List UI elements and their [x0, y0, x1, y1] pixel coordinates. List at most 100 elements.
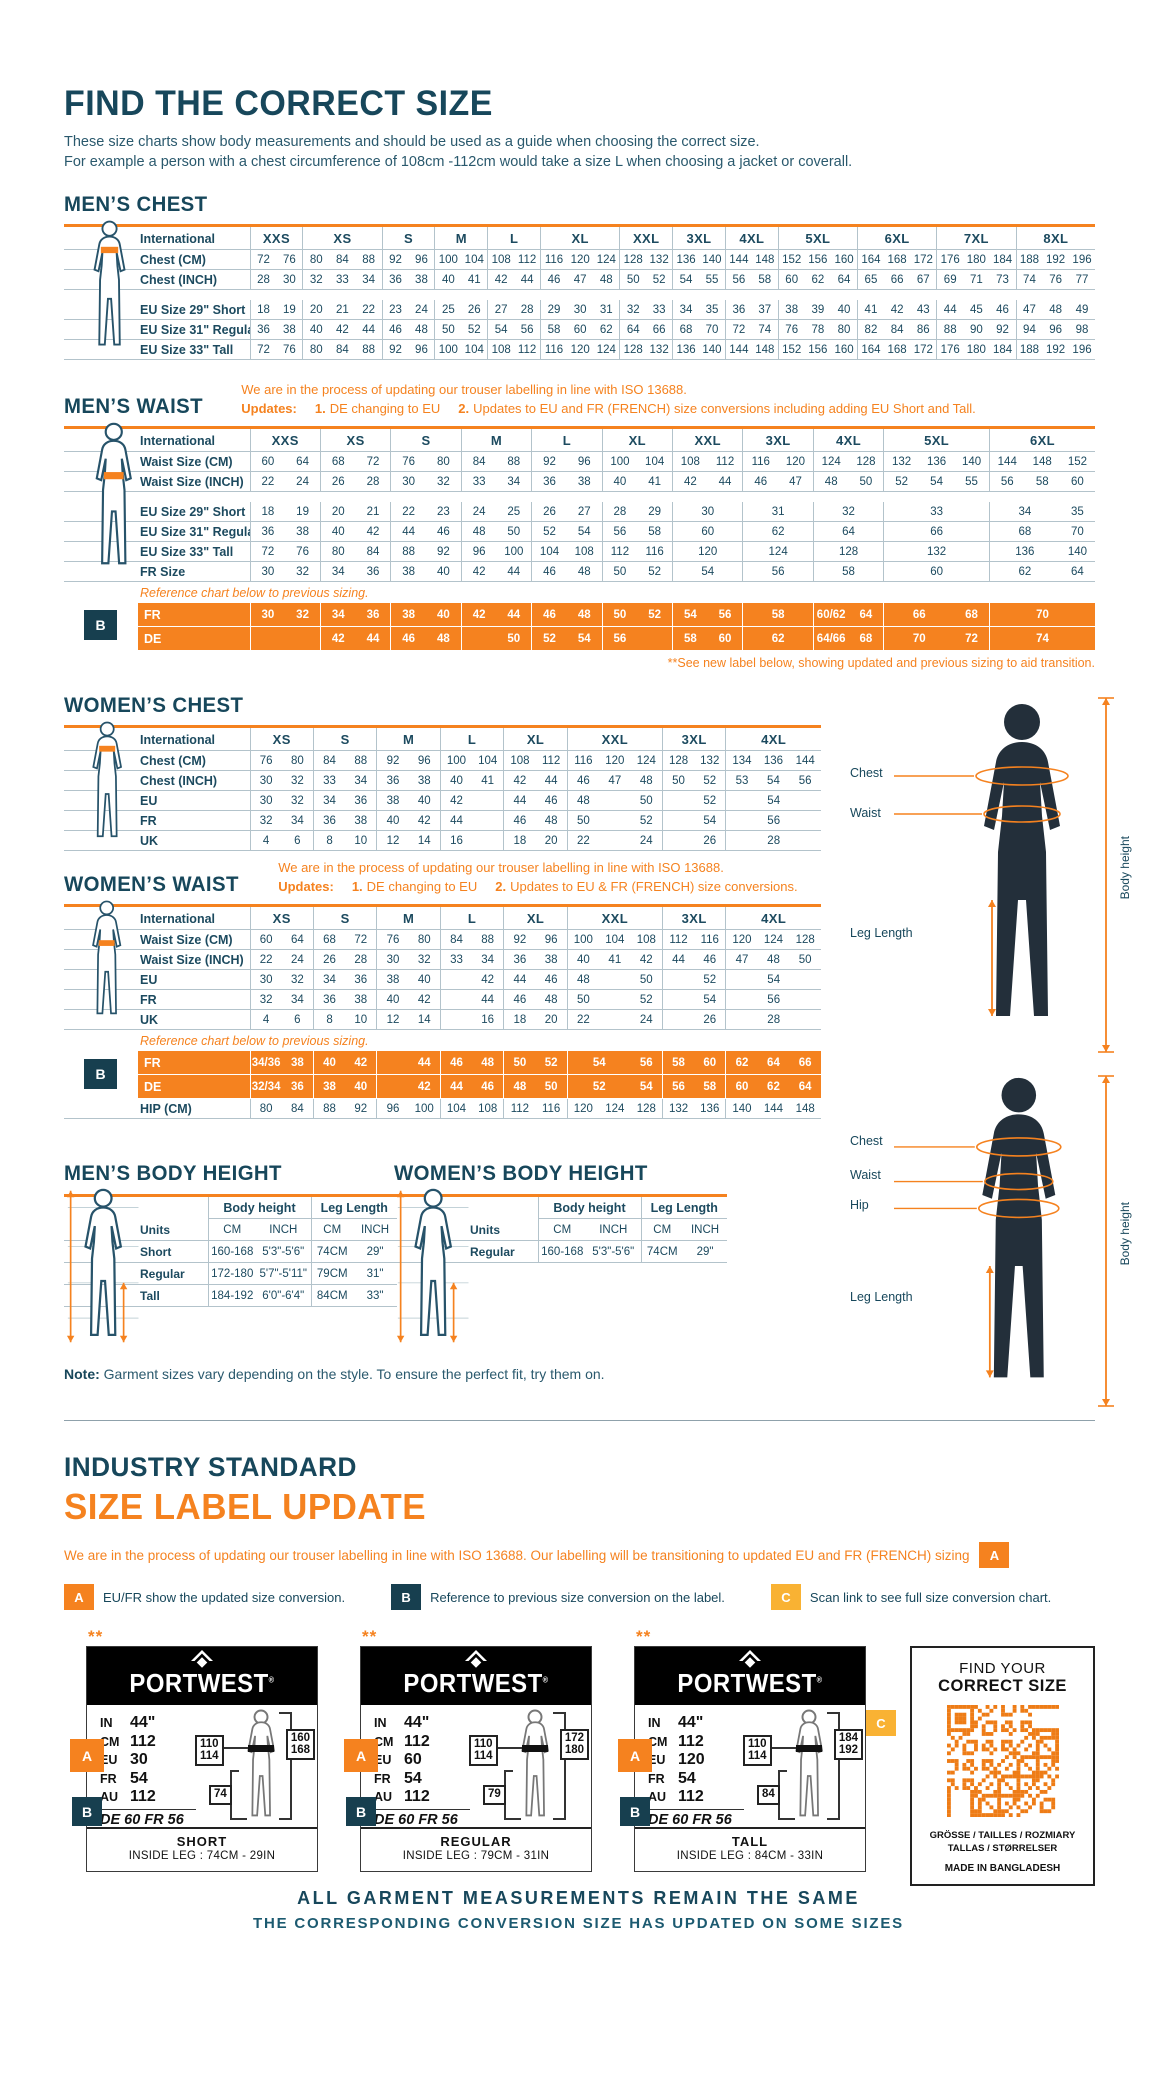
value-cell: 40: [408, 969, 441, 990]
row-label-cell: Tall: [64, 1284, 208, 1307]
body-height-block-women: WOMEN’S BODY HEIGHT Body height Leg Length…: [394, 1162, 814, 1343]
value-cell: 176: [936, 249, 964, 270]
row-label-cell: EU Size 33" Tall: [64, 339, 251, 360]
value-cell: 38: [390, 602, 427, 627]
size-key: FR: [648, 1771, 665, 1786]
size-group-header: XXS: [249, 225, 303, 250]
value-cell: 54: [566, 521, 603, 542]
garment-label-card-3: PORTWEST® IN 44" CM 112 EU 120 FR 54 AU 112 DE 60 F…: [618, 1646, 866, 1872]
value-cell: 84: [329, 249, 356, 270]
label-brand-header: PORTWEST®: [87, 1647, 317, 1705]
size-key: IN: [648, 1716, 661, 1730]
value-cell: 90: [963, 319, 990, 340]
value-cell: 96: [1042, 319, 1069, 340]
value-cell: 33: [646, 299, 673, 320]
value-cell: 26: [531, 501, 567, 522]
row-label-cell: EU Size 33" Tall: [64, 541, 251, 562]
waist-measure-box: 110 114: [743, 1735, 772, 1766]
value-cell: 36: [355, 602, 391, 627]
value-cell: 46: [439, 1051, 473, 1075]
value-cell: 68: [988, 521, 1060, 542]
value-cell: 35: [1059, 501, 1096, 522]
label-body: IN 44" CM 112 EU 30 FR 54 AU 112 DE 60 FR 56 110 11…: [87, 1705, 317, 1828]
value-cell: 62: [804, 269, 832, 290]
value-cell: 32: [619, 299, 647, 320]
size-key: EU: [100, 1753, 118, 1767]
value-cell: 34: [312, 969, 346, 990]
size-key: FR: [100, 1771, 117, 1786]
table-row: Chest (CM) 72 76 80 84 88 92 96 100 104 108 112 116 1…: [64, 249, 1096, 270]
units-label-cell: Units: [64, 1218, 208, 1241]
table-row: FR 32 34 36 38 40 42 44 46 48 50 52 54 56: [64, 810, 822, 831]
reference-note: Reference chart below to previous sizing…: [140, 1034, 369, 1048]
value-cell: 48: [593, 269, 620, 290]
value-cell: 64: [789, 1074, 822, 1099]
size-table-womens-waist: International XS S M L XL XXL 3XL 4XL Waist Size …: [64, 904, 822, 1119]
size-key: FR: [374, 1771, 391, 1786]
note-segment: Updates to EU and FR (FRENCH) size conve…: [473, 401, 976, 416]
label-figure: 110 114 160 168 74: [195, 1707, 315, 1825]
value-cell: 52: [694, 969, 726, 990]
value-cell: 23: [426, 501, 462, 522]
value-cell: 20: [535, 1009, 568, 1030]
size-group-header: 6XL: [988, 427, 1096, 452]
row-label-cell: Waist Size (INCH): [64, 949, 251, 970]
value-cell: 96: [408, 249, 435, 270]
column-group-header: Body height: [207, 1195, 311, 1219]
value-cell: 112: [514, 339, 541, 360]
body-height-label: Body height: [1118, 1202, 1132, 1266]
value-cell: 10: [345, 1009, 377, 1030]
diagram-label: Chest: [850, 1134, 883, 1148]
qr-code-icon: [920, 1705, 1085, 1822]
qr-code-icon: [946, 1705, 1059, 1817]
value-cell: 128: [812, 541, 884, 562]
note-segment: 1.: [314, 401, 326, 416]
value-cell: 72: [355, 451, 391, 472]
value-cell: 108: [487, 339, 515, 360]
value-cell: 50: [496, 521, 532, 542]
qr-title-line1: FIND YOUR: [959, 1660, 1046, 1677]
value-cell: [637, 626, 673, 651]
legend-text: Scan link to see full size conversion ch…: [809, 1589, 1052, 1605]
value-cell: 41: [461, 269, 488, 290]
value-cell: 156: [804, 249, 832, 270]
value-cell: 64: [757, 1051, 790, 1075]
value-cell: 16: [472, 1009, 504, 1030]
value-cell: 80: [408, 929, 441, 950]
value-cell: [661, 790, 695, 811]
rule: [374, 1808, 470, 1810]
value-cell: 46: [989, 299, 1016, 320]
table-row: EU Size 29" Short 18 19 20 21 22 23 24 25 26 27 28 2…: [64, 299, 1096, 320]
value-cell: 22: [249, 949, 282, 970]
value-cell: 5'3"-5'6": [586, 1240, 641, 1263]
diagram-label: Waist: [850, 806, 881, 820]
rule: [648, 1808, 744, 1810]
value-cell: 68: [848, 626, 884, 651]
value-cell: 36: [345, 969, 377, 990]
value-cell: 66: [883, 602, 955, 627]
value-cell: 32: [281, 969, 314, 990]
value-cell: 54: [694, 989, 726, 1010]
value-cell: 30: [249, 602, 286, 627]
blank-cell: [394, 1196, 538, 1219]
value-cell: 33: [883, 501, 990, 522]
value-cell: 68: [319, 451, 356, 472]
table-row: DE 32/34 36 38 40 42 44 46 48 50 52 54 56 58 60 62 64: [64, 1074, 822, 1099]
value-cell: 84: [460, 451, 497, 472]
value-cell: 120: [778, 451, 814, 472]
value-cell: 134: [725, 750, 758, 771]
section-divider: [64, 1420, 1095, 1421]
value-cell: 29": [683, 1240, 728, 1263]
label-footer: TALL INSIDE LEG : 84CM - 33IN: [635, 1827, 865, 1871]
label-card-wrap: ** PORTWEST® IN 44" CM 112 EU 30 FR 54 AU 112 DE 60…: [70, 1627, 318, 1872]
size-header-row: International XS S M L XL XXL 3XL 4XL: [64, 726, 822, 751]
value-cell: 36: [249, 319, 277, 340]
value-cell: 48: [630, 770, 663, 791]
value-cell: 72: [249, 541, 286, 562]
size-table-wrap: International XS S M L XL XXL 3XL 4XL Chest (CM) 7…: [64, 721, 822, 851]
value-cell: 44: [496, 602, 532, 627]
note-segment: DE changing to EU: [329, 401, 441, 416]
value-cell: 52: [630, 810, 663, 831]
value-cell: 42: [671, 471, 708, 492]
value-cell: [598, 810, 631, 831]
